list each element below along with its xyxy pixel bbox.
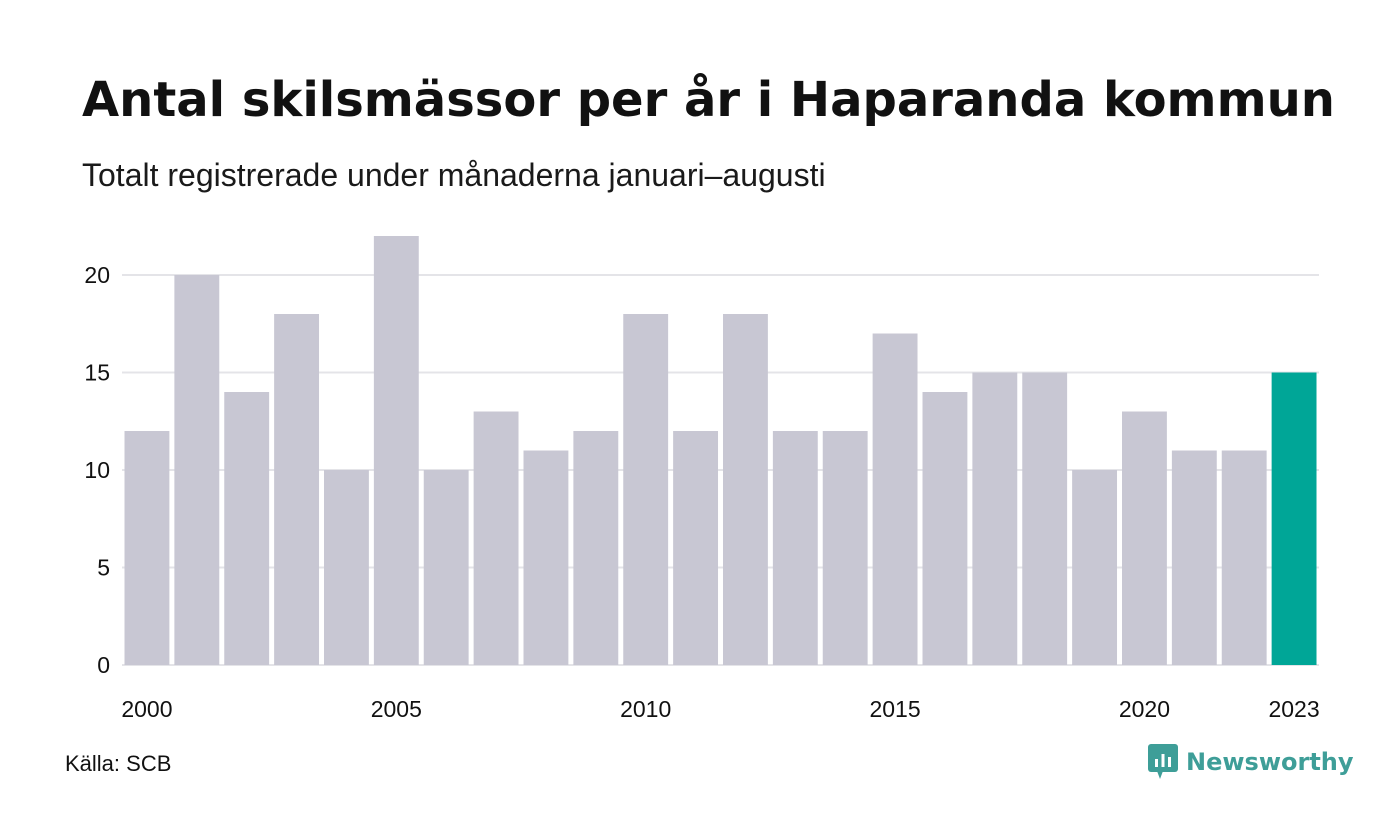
bar-2023 <box>1271 372 1317 665</box>
bar-2003 <box>274 314 320 665</box>
bar-2022 <box>1221 450 1267 665</box>
bar-2016 <box>922 392 968 665</box>
bar-2011 <box>673 431 719 665</box>
x-tick-label: 2015 <box>869 696 920 722</box>
x-tick-label: 2023 <box>1268 696 1319 722</box>
bar-2014 <box>822 431 868 665</box>
bars <box>124 236 1317 665</box>
brand-logo: Newsworthy <box>1148 742 1354 782</box>
bar-2005 <box>373 236 419 665</box>
chart-title: Antal skilsmässor per år i Haparanda kom… <box>82 72 1335 128</box>
x-tick-label: 2010 <box>620 696 671 722</box>
source-note: Källa: SCB <box>65 751 172 776</box>
y-tick-label: 5 <box>97 555 110 581</box>
bar-2021 <box>1171 450 1217 665</box>
y-tick-label: 10 <box>84 457 110 483</box>
x-tick-label: 2000 <box>121 696 172 722</box>
bar-2006 <box>423 470 469 665</box>
x-axis-ticks: 2000 2005 2010 2015 2020 2023 <box>121 696 1319 722</box>
bar-2000 <box>124 431 170 665</box>
bar-2018 <box>1022 372 1068 665</box>
bar-2007 <box>473 411 519 665</box>
bar-2013 <box>772 431 818 665</box>
x-tick-label: 2005 <box>371 696 422 722</box>
bar-2010 <box>623 314 669 665</box>
bar-2009 <box>573 431 619 665</box>
bar-2001 <box>174 275 220 665</box>
bar-2004 <box>324 470 369 665</box>
bar-2015 <box>872 333 918 665</box>
bar-2012 <box>723 314 768 665</box>
y-axis-ticks: 0 5 10 15 20 <box>84 262 110 678</box>
bar-2019 <box>1072 470 1118 665</box>
brand-name: Newsworthy <box>1186 748 1354 776</box>
y-tick-label: 20 <box>84 262 110 288</box>
y-tick-label: 0 <box>97 652 110 678</box>
grid-lines <box>122 274 1319 666</box>
bar-2008 <box>523 450 569 665</box>
newsworthy-logo-icon <box>1148 744 1178 779</box>
x-tick-label: 2020 <box>1119 696 1170 722</box>
bar-2017 <box>972 372 1018 665</box>
bar-2002 <box>224 392 270 665</box>
bar-chart: 0 5 10 15 20 2000 2005 2010 2015 2020 2023 <box>84 236 1320 722</box>
chart-subtitle: Totalt registrerade under månaderna janu… <box>82 157 826 193</box>
y-tick-label: 15 <box>84 360 110 386</box>
bar-2020 <box>1122 411 1167 665</box>
